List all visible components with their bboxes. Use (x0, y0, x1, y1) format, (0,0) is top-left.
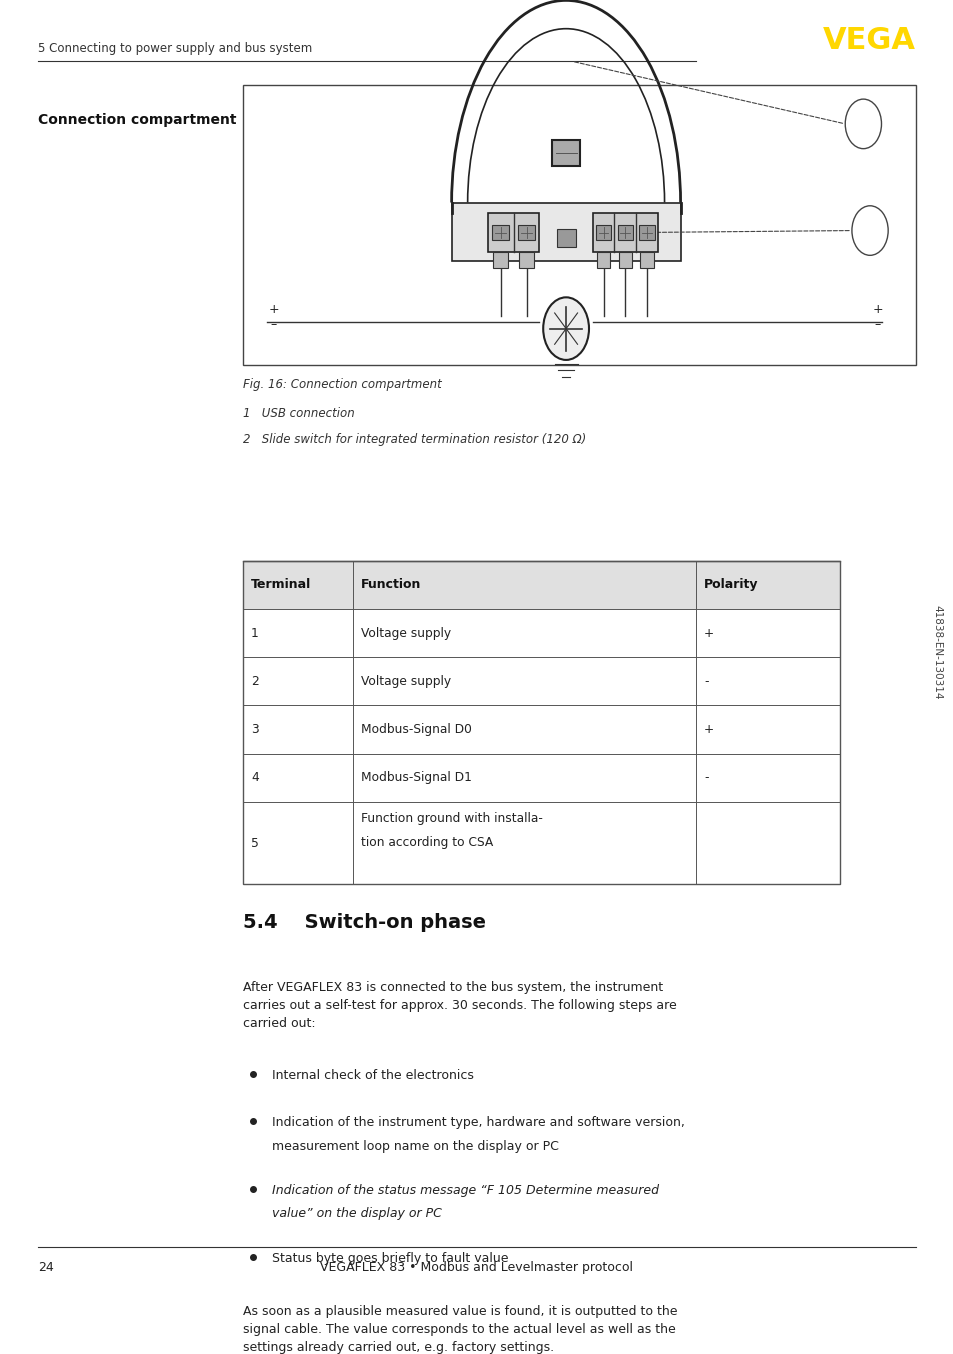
Circle shape (851, 206, 887, 256)
Text: -: - (703, 772, 708, 784)
Text: 41838-EN-130314: 41838-EN-130314 (932, 605, 942, 699)
Text: Terminal: Terminal (251, 578, 311, 592)
Bar (639, 252, 653, 268)
Text: 5 Connecting to power supply and bus system: 5 Connecting to power supply and bus sys… (38, 42, 312, 54)
Text: 2   Slide switch for integrated termination resistor (120 Ω): 2 Slide switch for integrated terminatio… (243, 433, 586, 445)
Bar (243, 609, 839, 657)
Bar (639, 225, 654, 241)
Text: tion according to CSA: tion according to CSA (360, 835, 493, 849)
Text: 2: 2 (251, 674, 258, 688)
Bar (551, 139, 579, 167)
Text: Function ground with installa-: Function ground with installa- (360, 812, 542, 826)
Text: Connection compartment: Connection compartment (38, 114, 236, 127)
Text: 1: 1 (251, 627, 258, 639)
Text: Function: Function (360, 578, 420, 592)
Bar (597, 252, 610, 268)
Text: After VEGAFLEX 83 is connected to the bus system, the instrument
carries out a s: After VEGAFLEX 83 is connected to the bu… (243, 980, 677, 1029)
Text: –: – (271, 318, 276, 332)
Text: 5.4    Switch-on phase: 5.4 Switch-on phase (243, 913, 486, 932)
Bar (618, 252, 631, 268)
Text: +: + (703, 627, 714, 639)
Bar (243, 561, 839, 609)
Text: Fig. 16: Connection compartment: Fig. 16: Connection compartment (243, 378, 441, 391)
Circle shape (844, 99, 881, 149)
Text: +: + (871, 302, 882, 315)
Bar (243, 802, 839, 884)
Text: Modbus-Signal D1: Modbus-Signal D1 (360, 772, 471, 784)
Text: 1   USB connection: 1 USB connection (243, 406, 355, 420)
Bar (487, 213, 538, 252)
Text: value” on the display or PC: value” on the display or PC (272, 1208, 441, 1220)
Bar (518, 252, 534, 268)
Text: 5: 5 (251, 837, 258, 849)
Text: –: – (874, 318, 880, 332)
Text: Status byte goes briefly to fault value: Status byte goes briefly to fault value (272, 1251, 508, 1265)
Bar (243, 754, 839, 802)
Text: +: + (268, 302, 279, 315)
Text: Indication of the instrument type, hardware and software version,: Indication of the instrument type, hardw… (272, 1116, 684, 1129)
Bar (243, 85, 915, 366)
Text: Polarity: Polarity (703, 578, 758, 592)
Bar (492, 225, 509, 241)
Text: 4: 4 (251, 772, 258, 784)
Bar (243, 561, 839, 884)
Bar (243, 657, 839, 705)
Text: measurement loop name on the display or PC: measurement loop name on the display or … (272, 1140, 558, 1152)
Bar (592, 213, 657, 252)
Text: VEGA: VEGA (822, 26, 915, 54)
Bar (517, 225, 535, 241)
Circle shape (542, 298, 588, 360)
Bar (243, 705, 839, 754)
Bar (451, 203, 679, 261)
Text: VEGAFLEX 83 • Modbus and Levelmaster protocol: VEGAFLEX 83 • Modbus and Levelmaster pro… (320, 1261, 633, 1274)
Text: Voltage supply: Voltage supply (360, 674, 450, 688)
Text: 3: 3 (251, 723, 258, 737)
Bar (556, 229, 575, 246)
Bar (596, 225, 611, 241)
Text: Indication of the status message “F 105 Determine measured: Indication of the status message “F 105 … (272, 1183, 659, 1197)
Text: +: + (703, 723, 714, 737)
Text: -: - (703, 674, 708, 688)
Text: As soon as a plausible measured value is found, it is outputted to the
signal ca: As soon as a plausible measured value is… (243, 1305, 677, 1354)
Text: 24: 24 (38, 1261, 54, 1274)
Text: Internal check of the electronics: Internal check of the electronics (272, 1070, 474, 1082)
Text: Voltage supply: Voltage supply (360, 627, 450, 639)
Bar (617, 225, 632, 241)
Text: Modbus-Signal D0: Modbus-Signal D0 (360, 723, 471, 737)
Bar (493, 252, 508, 268)
